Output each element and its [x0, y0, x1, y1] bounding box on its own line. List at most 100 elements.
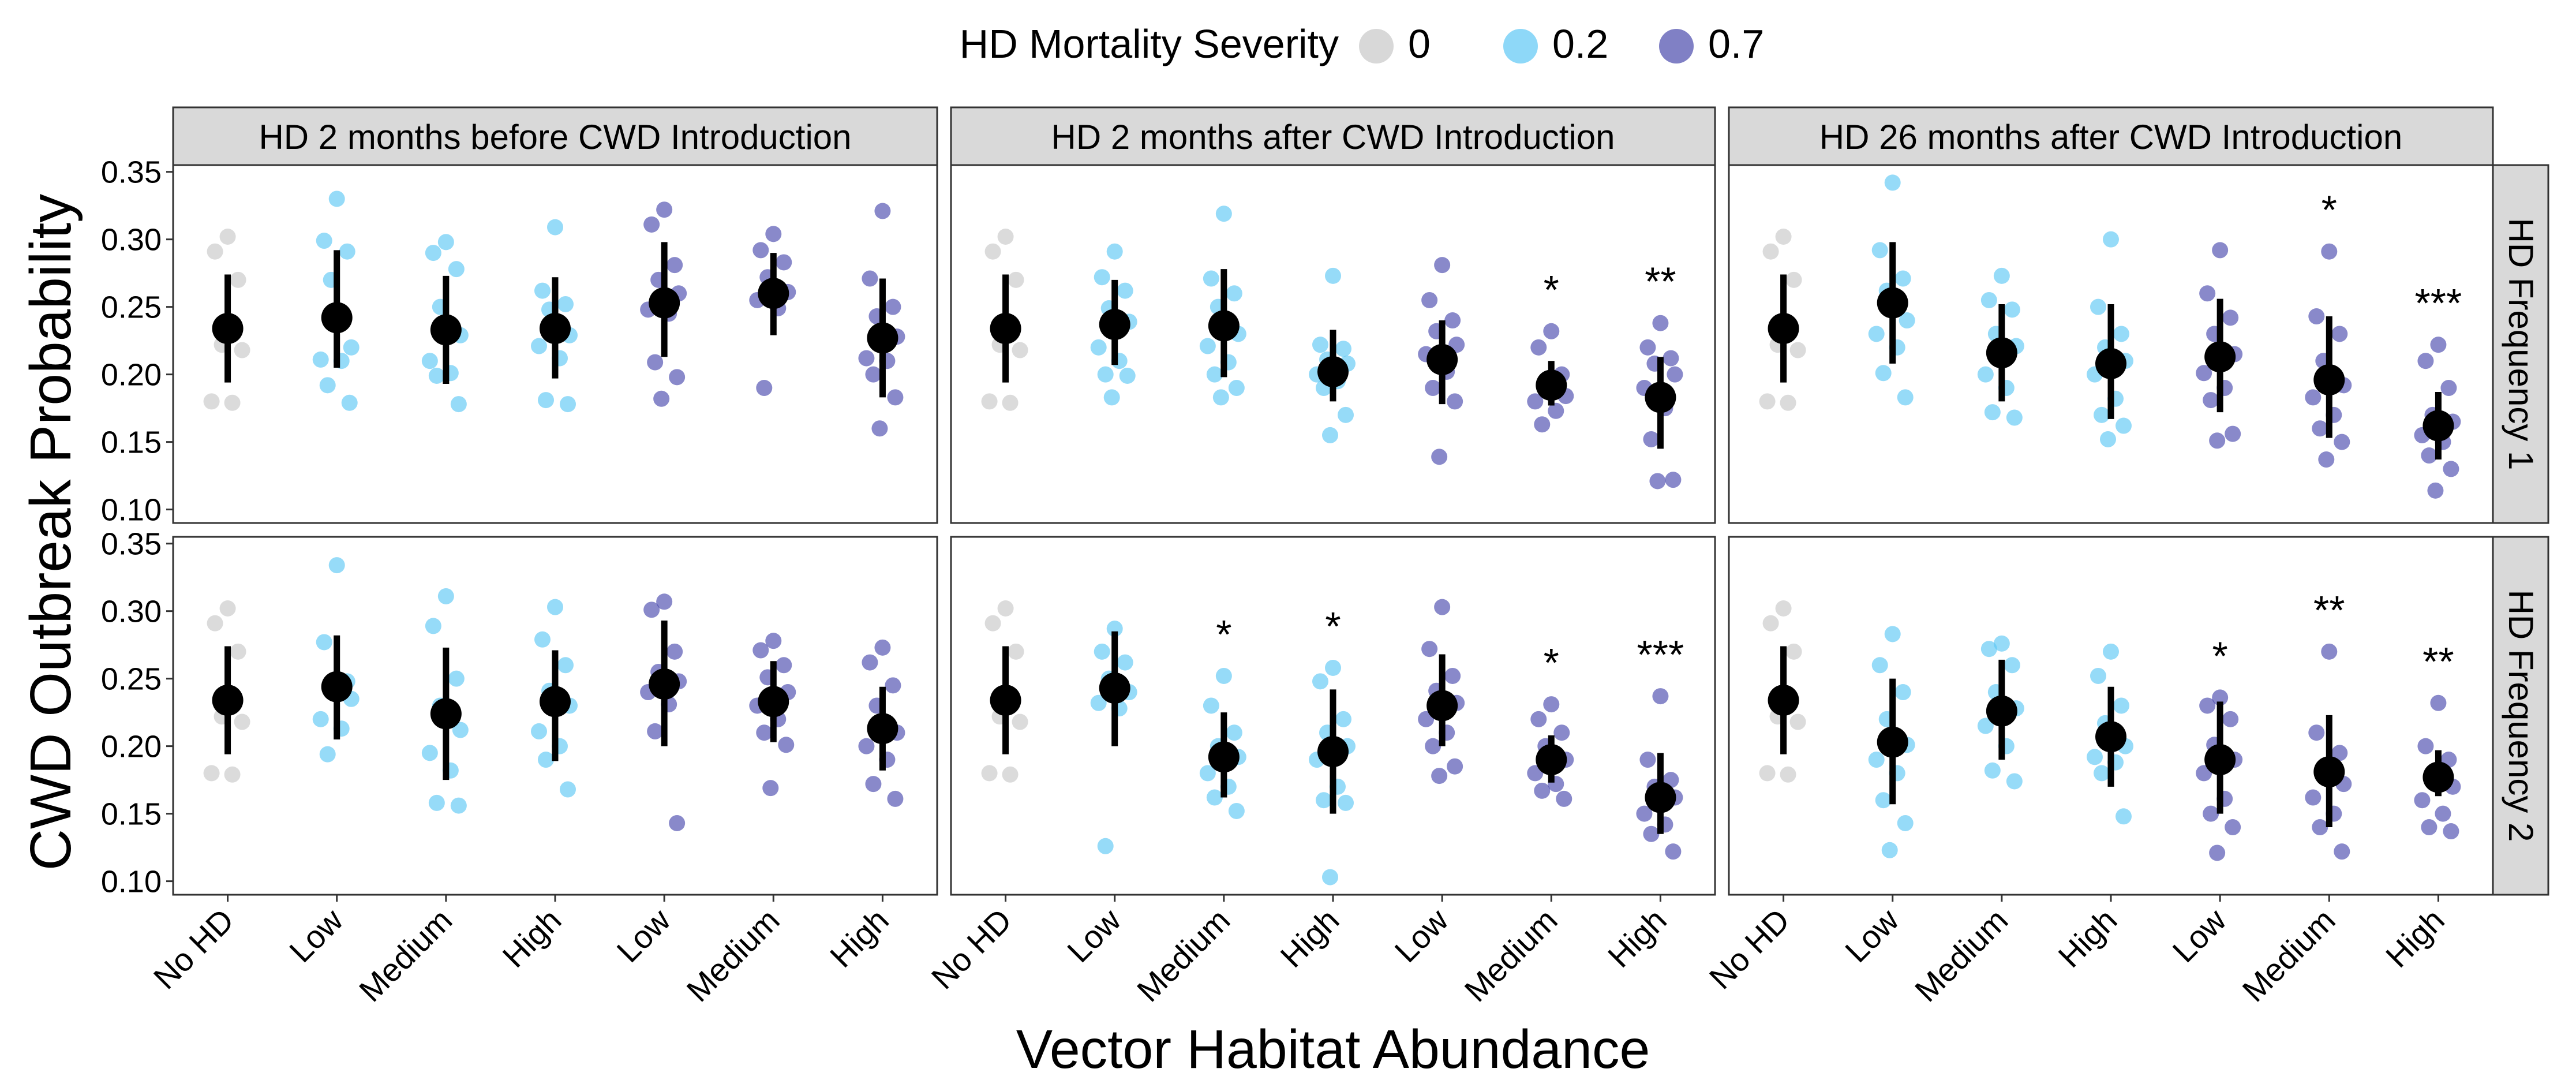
data-point [1119, 367, 1136, 384]
data-point [557, 296, 574, 312]
x-tick-label: Low [2165, 902, 2233, 970]
data-point [1762, 243, 1779, 260]
data-point [448, 261, 465, 278]
data-point [1980, 641, 1997, 657]
mean-point [649, 668, 680, 700]
data-point [2004, 301, 2020, 318]
data-point [1425, 380, 1441, 397]
data-point [1199, 765, 1216, 782]
x-tick-label: Low [282, 902, 350, 970]
data-point [2334, 434, 2350, 450]
data-point [765, 226, 782, 242]
mean-point [2095, 348, 2126, 379]
data-point [1312, 337, 1328, 353]
data-point [437, 588, 454, 604]
data-point [2199, 697, 2216, 714]
data-point [1785, 643, 1802, 660]
y-tick-label: 0.25 [101, 662, 162, 697]
data-point [2006, 773, 2023, 790]
data-point [2414, 792, 2431, 809]
data-point [1775, 600, 1792, 617]
data-point [1762, 615, 1779, 632]
data-point [765, 633, 782, 649]
data-point [2443, 823, 2459, 840]
mean-point [1208, 310, 1240, 342]
mean-point [2313, 756, 2345, 788]
data-point [319, 746, 336, 763]
row-facet-strip [2492, 536, 2549, 896]
data-point [531, 338, 547, 354]
data-point [1322, 869, 1338, 885]
data-point [1636, 805, 1653, 822]
mean-point [990, 685, 1021, 716]
data-point [1425, 738, 1441, 754]
data-point [1984, 762, 2001, 779]
mean-point [430, 698, 462, 730]
data-point [1215, 667, 1232, 684]
mean-point [867, 322, 898, 354]
data-point [2113, 326, 2129, 342]
data-point [2440, 380, 2457, 397]
data-point [219, 229, 236, 245]
data-point [1322, 427, 1338, 443]
data-point [312, 351, 329, 368]
data-point [865, 366, 882, 383]
data-point [1097, 366, 1114, 383]
data-point [862, 654, 878, 671]
mean-point [321, 671, 353, 703]
data-point [1090, 694, 1107, 711]
data-point [1881, 842, 1898, 858]
data-point [1117, 282, 1133, 299]
data-point [1789, 342, 1806, 358]
mean-point [1536, 369, 1567, 401]
data-point [1325, 659, 1341, 676]
legend: HD Mortality Severity 0 0.2 0.7 [960, 21, 1765, 66]
x-tick-label: High [2379, 902, 2451, 974]
significance-stars: * [1544, 267, 1559, 312]
x-tick-label: No HD [924, 902, 1019, 996]
mean-point [540, 313, 571, 345]
data-point [2090, 298, 2106, 315]
data-point [1789, 713, 1806, 730]
y-tick-label: 0.30 [101, 595, 162, 629]
data-point [2312, 819, 2328, 836]
data-point [984, 243, 1001, 260]
data-point [1103, 389, 1120, 406]
mean-point [2313, 364, 2345, 395]
data-point [2006, 409, 2023, 426]
data-point [203, 393, 220, 410]
data-point [1894, 684, 1911, 701]
mean-point [1426, 343, 1458, 375]
data-point [669, 815, 686, 831]
data-point [2212, 242, 2229, 259]
mean-point [1208, 741, 1240, 773]
y-tick-label: 0.10 [101, 865, 162, 899]
data-point [1875, 365, 1892, 382]
data-point [230, 271, 246, 288]
mean-point [649, 287, 680, 319]
mean-point [2423, 410, 2454, 442]
data-point [656, 593, 673, 610]
data-point [1008, 643, 1024, 660]
y-tick-label: 0.10 [101, 493, 162, 528]
x-tick-label: Medium [1457, 902, 1564, 1008]
data-point [2203, 392, 2219, 409]
x-tick-label: Low [1838, 902, 1906, 970]
data-point [1421, 641, 1438, 657]
data-point [1530, 339, 1547, 356]
data-point [1534, 782, 1551, 799]
mean-point [321, 302, 353, 334]
data-point [207, 243, 223, 260]
mean-point [2204, 744, 2236, 776]
mean-point [212, 313, 244, 345]
data-point [1325, 267, 1341, 284]
data-point [1203, 270, 1219, 287]
mean-point [2204, 341, 2236, 373]
data-point [547, 599, 563, 615]
data-point [887, 790, 904, 807]
data-point [1527, 393, 1544, 410]
data-point [1785, 271, 1802, 288]
data-point [328, 190, 345, 207]
data-point [1228, 380, 1245, 397]
x-tick-label: Medium [2235, 902, 2342, 1008]
